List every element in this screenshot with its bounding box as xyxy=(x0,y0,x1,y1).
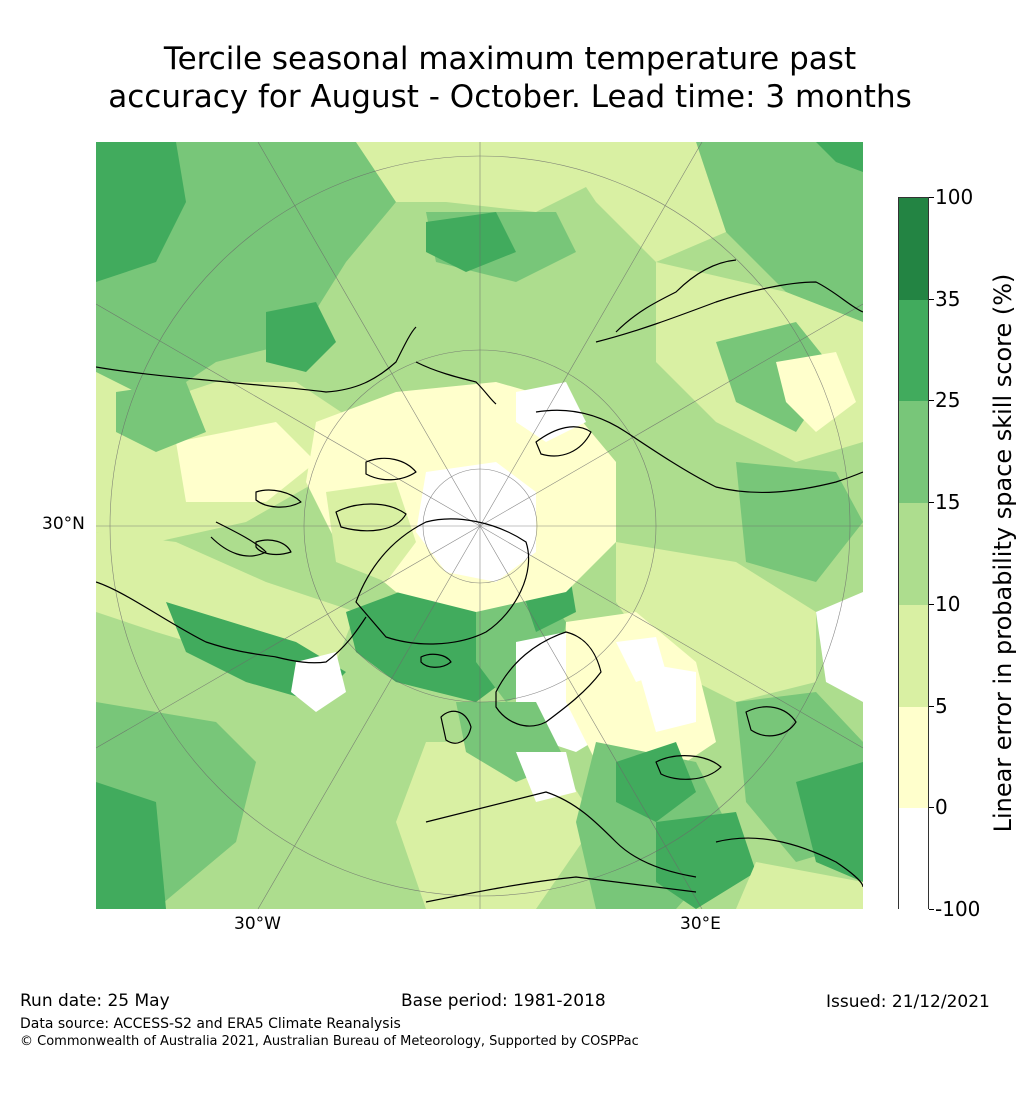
title-line-1: Tercile seasonal maximum temperature pas… xyxy=(163,41,857,77)
coastline-arctic-islands xyxy=(335,503,407,532)
colorbar-tick-mark xyxy=(929,705,934,707)
colorbar-tick-label: 0 xyxy=(935,795,948,820)
colorbar-tick-mark xyxy=(929,603,934,605)
skill-patch xyxy=(426,212,516,272)
meridian xyxy=(96,303,481,527)
coastline-novaya-zemlya xyxy=(535,426,592,457)
colorbar-tick-mark xyxy=(929,807,934,809)
title-line-2: accuracy for August - October. Lead time… xyxy=(108,79,912,115)
coastline-hudson xyxy=(210,521,267,557)
colorbar-segment xyxy=(899,299,928,402)
coastline-lakes xyxy=(255,539,292,556)
colorbar-segment xyxy=(899,198,928,300)
coastline-labrador xyxy=(275,616,367,664)
colorbar-segment xyxy=(899,401,928,504)
graticule-label-30n: 30°N xyxy=(42,514,85,534)
chart-title: Tercile seasonal maximum temperature pas… xyxy=(0,40,1020,116)
meridian xyxy=(257,142,481,527)
coastline-europe xyxy=(425,791,697,878)
colorbar-tick-mark xyxy=(929,298,934,300)
graticule xyxy=(96,142,863,909)
skill-patch xyxy=(356,142,596,212)
coastlines xyxy=(96,259,863,903)
coastline-iceland xyxy=(420,653,452,668)
colorbar-segment xyxy=(899,808,928,910)
colorbar-tick-mark xyxy=(929,400,934,402)
coastline-arctic-islands xyxy=(255,489,302,508)
coastline-north-america xyxy=(415,361,497,405)
issued-date: Issued: 21/12/2021 xyxy=(826,992,990,1012)
colorbar-tick-mark xyxy=(929,197,934,198)
graticule-label-30e: 30°E xyxy=(680,914,721,934)
colorbar-tick-label: 10 xyxy=(935,591,961,616)
run-date: Run date: 25 May xyxy=(20,991,170,1011)
colorbar-segment xyxy=(899,706,928,809)
skill-patch xyxy=(556,142,726,262)
coastline-mediterranean xyxy=(425,876,697,903)
skill-patch xyxy=(736,862,863,909)
skill-patch xyxy=(776,352,856,432)
colorbar-tick-label: 35 xyxy=(935,286,961,311)
meridian xyxy=(479,525,703,909)
skill-patch xyxy=(96,142,186,282)
colorbar-tick-label: -100 xyxy=(935,897,981,921)
coastline-russia xyxy=(535,409,863,494)
coastline-siberia xyxy=(615,259,737,333)
coastline-hudson xyxy=(96,581,277,658)
skill-patch xyxy=(656,812,756,909)
skill-patch xyxy=(346,582,516,702)
skill-field xyxy=(96,142,863,909)
coastline-scandinavia xyxy=(495,631,602,727)
meridian xyxy=(96,525,481,749)
skill-patch xyxy=(816,592,863,702)
colorbar-tick-mark xyxy=(929,502,934,504)
skill-patch xyxy=(96,782,166,909)
graticule-label-30w: 30°W xyxy=(234,914,281,934)
meridian xyxy=(257,525,481,909)
skill-patch xyxy=(516,752,576,802)
coastline-greenland xyxy=(355,518,530,645)
skill-patch xyxy=(96,532,356,662)
polar-skill-map xyxy=(96,142,863,909)
colorbar-tick-mark xyxy=(929,909,934,910)
colorbar-tick-label: 15 xyxy=(935,490,961,515)
meridian xyxy=(479,525,863,749)
meridian xyxy=(479,142,703,527)
skill-patch xyxy=(116,382,206,452)
skill-patch xyxy=(616,742,696,822)
coastline-north-america xyxy=(96,326,417,393)
skill-patch xyxy=(266,302,336,372)
skill-patch xyxy=(176,422,316,502)
data-source: Data source: ACCESS-S2 and ERA5 Climate … xyxy=(20,1016,401,1032)
coastline-black-sea xyxy=(655,755,722,780)
colorbar-tick-label: 5 xyxy=(935,693,948,718)
meridian xyxy=(479,303,863,527)
colorbar-segment xyxy=(899,604,928,707)
skill-patch xyxy=(796,762,863,882)
skill-patch xyxy=(696,142,863,322)
coastline-caspian xyxy=(745,706,797,737)
coastline-british-isles xyxy=(440,710,472,744)
skill-patch xyxy=(291,652,346,712)
coastline-arctic-islands xyxy=(365,457,417,481)
colorbar xyxy=(898,197,929,910)
coastline-siberia xyxy=(595,281,863,343)
colorbar-tick-label: 25 xyxy=(935,388,961,413)
colorbar-tick-label: 100 xyxy=(935,185,974,209)
skill-patch xyxy=(816,142,863,172)
skill-patch xyxy=(636,662,696,732)
base-period: Base period: 1981-2018 xyxy=(401,991,606,1011)
colorbar-label: Linear error in probability space skill … xyxy=(989,273,1017,833)
skill-patch xyxy=(616,637,666,682)
colorbar-segment xyxy=(899,503,928,605)
coastline-asia-south xyxy=(715,837,863,888)
copyright: © Commonwealth of Australia 2021, Austra… xyxy=(20,1034,639,1049)
